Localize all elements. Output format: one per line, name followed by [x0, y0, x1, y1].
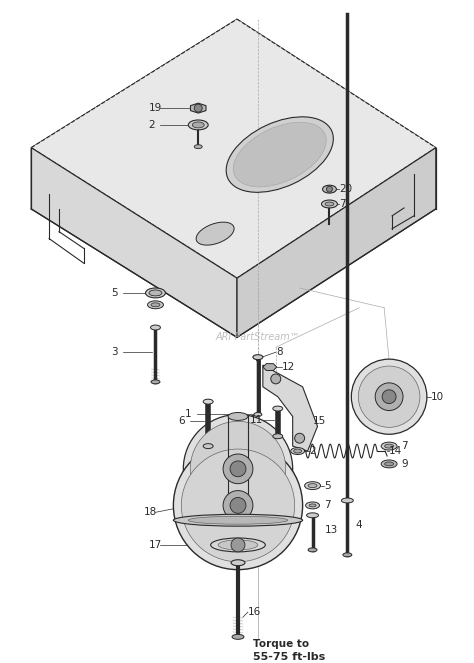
Circle shape: [223, 491, 253, 520]
Ellipse shape: [308, 548, 317, 552]
Text: 7: 7: [339, 199, 346, 209]
Circle shape: [327, 186, 332, 192]
Ellipse shape: [232, 634, 244, 639]
Ellipse shape: [273, 406, 283, 411]
Text: 4: 4: [356, 520, 362, 530]
Circle shape: [375, 383, 403, 410]
Text: 55-75 ft-lbs: 55-75 ft-lbs: [253, 652, 325, 662]
Ellipse shape: [291, 448, 305, 455]
Circle shape: [173, 441, 302, 570]
Text: 18: 18: [144, 507, 157, 517]
Ellipse shape: [147, 301, 164, 309]
Circle shape: [271, 374, 281, 384]
Ellipse shape: [203, 399, 213, 404]
Ellipse shape: [151, 325, 161, 330]
Polygon shape: [31, 19, 436, 278]
Ellipse shape: [188, 516, 288, 524]
Text: 6: 6: [178, 416, 185, 426]
Ellipse shape: [192, 122, 204, 128]
Polygon shape: [191, 103, 206, 113]
Ellipse shape: [309, 504, 316, 507]
Ellipse shape: [341, 498, 353, 503]
Text: 9: 9: [401, 459, 408, 469]
Polygon shape: [31, 148, 237, 337]
Text: 11: 11: [250, 416, 263, 426]
Ellipse shape: [228, 412, 248, 420]
Text: 7: 7: [325, 501, 331, 511]
Ellipse shape: [151, 303, 160, 307]
Text: 20: 20: [339, 184, 353, 194]
Ellipse shape: [218, 540, 258, 550]
Polygon shape: [263, 363, 277, 371]
Circle shape: [223, 454, 253, 484]
Text: 2: 2: [148, 120, 155, 130]
Text: ARI PartStream™: ARI PartStream™: [216, 332, 300, 342]
Text: 1: 1: [185, 410, 192, 420]
Ellipse shape: [273, 434, 283, 439]
Text: 2: 2: [310, 446, 316, 456]
Ellipse shape: [173, 514, 302, 526]
Ellipse shape: [254, 412, 262, 416]
Ellipse shape: [305, 482, 320, 489]
Circle shape: [351, 359, 427, 434]
Text: 13: 13: [325, 525, 338, 535]
Polygon shape: [31, 19, 436, 278]
Circle shape: [182, 449, 295, 562]
Text: Torque to: Torque to: [253, 638, 309, 649]
Ellipse shape: [196, 222, 234, 245]
Polygon shape: [237, 148, 436, 337]
Ellipse shape: [194, 145, 202, 149]
Ellipse shape: [146, 288, 165, 298]
Ellipse shape: [151, 380, 160, 384]
Circle shape: [194, 104, 202, 112]
Ellipse shape: [149, 290, 162, 296]
Ellipse shape: [306, 502, 319, 509]
Circle shape: [231, 538, 245, 552]
Ellipse shape: [343, 553, 352, 557]
Ellipse shape: [188, 120, 208, 130]
Ellipse shape: [307, 512, 319, 518]
Text: 10: 10: [431, 392, 444, 402]
Polygon shape: [263, 365, 318, 451]
Circle shape: [230, 497, 246, 513]
Circle shape: [382, 390, 396, 404]
Ellipse shape: [321, 200, 337, 208]
Ellipse shape: [381, 460, 397, 468]
Circle shape: [358, 366, 420, 428]
Ellipse shape: [203, 444, 213, 449]
Circle shape: [183, 414, 292, 523]
Text: 5: 5: [111, 288, 118, 298]
Text: 17: 17: [148, 540, 162, 550]
Ellipse shape: [210, 538, 265, 552]
Ellipse shape: [253, 355, 263, 359]
Text: 19: 19: [148, 103, 162, 113]
Text: 7: 7: [401, 441, 408, 451]
Ellipse shape: [381, 442, 397, 450]
Ellipse shape: [325, 202, 334, 206]
Ellipse shape: [231, 560, 245, 566]
Text: 16: 16: [248, 607, 261, 617]
Ellipse shape: [384, 462, 393, 466]
Ellipse shape: [233, 122, 326, 187]
Text: 5: 5: [325, 481, 331, 491]
Text: 15: 15: [312, 416, 326, 426]
Ellipse shape: [322, 185, 337, 193]
Ellipse shape: [226, 117, 333, 192]
Circle shape: [230, 461, 246, 477]
Circle shape: [295, 433, 305, 443]
Text: 3: 3: [111, 347, 118, 357]
Circle shape: [190, 422, 286, 516]
Text: 12: 12: [282, 362, 295, 372]
Ellipse shape: [384, 444, 393, 448]
Ellipse shape: [294, 449, 301, 453]
Ellipse shape: [308, 484, 317, 487]
Text: 8: 8: [276, 347, 283, 357]
Text: 14: 14: [389, 446, 402, 456]
